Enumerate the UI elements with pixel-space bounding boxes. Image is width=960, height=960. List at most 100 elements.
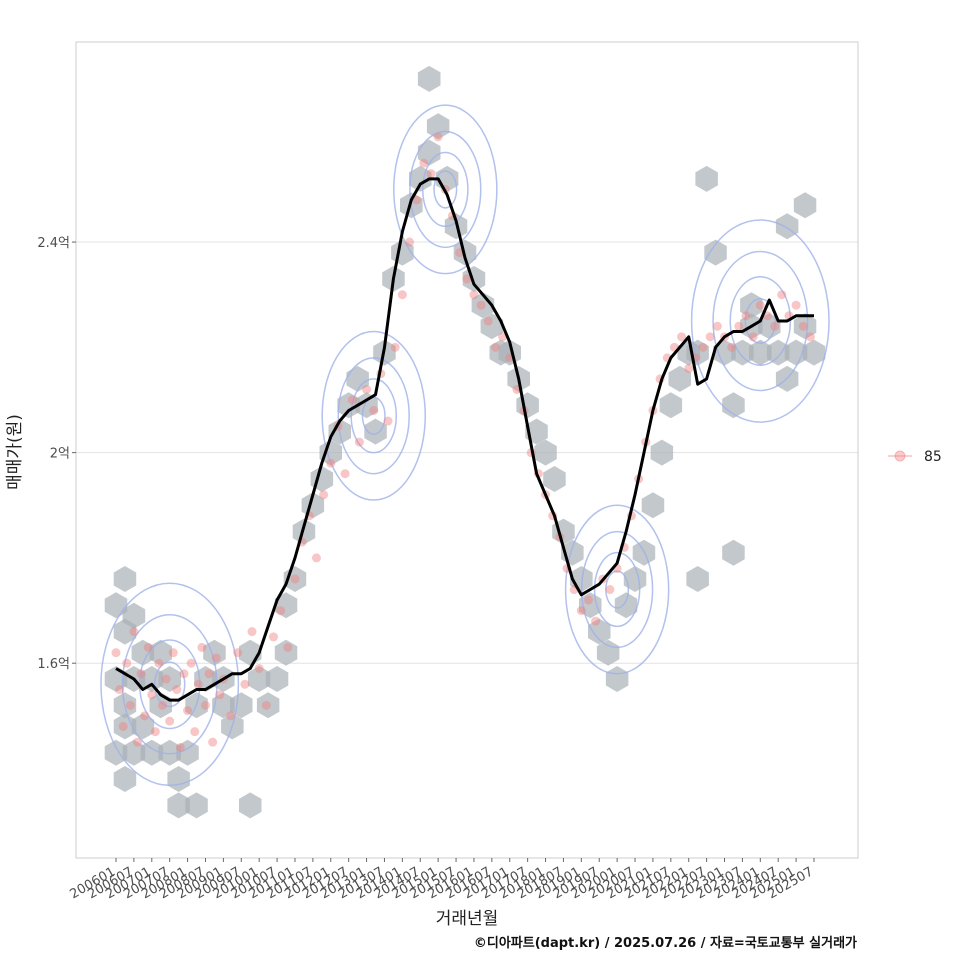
- scatter-point: [136, 669, 146, 679]
- hex-bin: [158, 739, 181, 766]
- y-axis: 1.6억 2억 2.4억: [37, 236, 76, 672]
- density-contour: [580, 530, 654, 649]
- hex-bin: [704, 239, 727, 266]
- scatter-point: [175, 742, 185, 752]
- hex-bin: [176, 739, 199, 766]
- scatter-point: [712, 321, 722, 331]
- legend: 85: [888, 449, 942, 465]
- scatter-point: [215, 690, 225, 700]
- scatter-point: [254, 663, 264, 673]
- scatter-point: [132, 737, 142, 747]
- scatter-point: [319, 490, 329, 500]
- hex-bin: [247, 666, 271, 692]
- x-axis-title: 거래년월: [436, 909, 499, 929]
- hex-bin: [596, 639, 620, 666]
- hex-bin: [140, 739, 164, 766]
- hex-bin: [749, 339, 772, 366]
- scatter-point: [143, 642, 153, 652]
- scatter-point: [211, 653, 221, 663]
- y-tick-label: 1.6억: [37, 657, 70, 672]
- hex-bin: [605, 666, 629, 692]
- scatter-point: [698, 342, 708, 352]
- hex-bin: [462, 265, 486, 292]
- hex-bin: [588, 618, 611, 645]
- hex-bin: [417, 139, 441, 166]
- panel-border: [75, 41, 859, 859]
- scatter-point: [362, 384, 372, 394]
- scatter-point: [290, 574, 300, 584]
- scatter-point: [118, 721, 128, 731]
- hex-bin: [668, 365, 691, 392]
- scatter-point: [483, 316, 493, 326]
- scatter-point: [469, 290, 479, 300]
- scatter-point: [798, 321, 808, 331]
- scatter-point: [261, 700, 271, 710]
- scatter-point: [122, 658, 132, 668]
- legend-key-point: [894, 450, 906, 462]
- scatter-point: [347, 395, 357, 405]
- hex-bin: [158, 666, 181, 692]
- hex-bin: [104, 739, 128, 766]
- scatter-point: [369, 406, 379, 416]
- scatter-point: [354, 437, 364, 447]
- caption: ©디아파트(dapt.kr) / 2025.07.26 / 자료=국토교통부 실…: [474, 935, 857, 951]
- scatter-point: [340, 469, 350, 479]
- series-line: [115, 177, 814, 702]
- scatter-point: [172, 685, 182, 695]
- scatter-point: [383, 416, 393, 426]
- density-contour: [153, 661, 186, 708]
- density-contour: [433, 170, 458, 209]
- hex-bin: [239, 792, 262, 819]
- scatter-point: [748, 332, 758, 342]
- hex-bin: [355, 392, 378, 419]
- hex-bin: [614, 592, 638, 619]
- scatter-point: [326, 458, 336, 468]
- scatter-point: [734, 321, 744, 331]
- hex-bin: [802, 339, 826, 366]
- scatter-point: [462, 274, 472, 284]
- scatter-point: [158, 700, 168, 710]
- scatter-point: [791, 300, 801, 310]
- hex-bin: [131, 639, 155, 666]
- hex-bin: [274, 592, 298, 619]
- hex-bin: [417, 65, 441, 92]
- density-contour: [729, 276, 792, 366]
- density-contour: [100, 582, 240, 787]
- plot-panel: [100, 65, 830, 819]
- hex-bin: [122, 602, 146, 629]
- hex-bin: [623, 566, 647, 592]
- density-contour: [422, 151, 469, 228]
- hex-bin: [793, 192, 817, 219]
- scatter-point: [583, 595, 593, 605]
- x-axis: 2006012006072007012007072008012008072009…: [68, 858, 816, 902]
- scatter-point: [755, 300, 765, 310]
- scatter-point: [200, 700, 210, 710]
- hex-bin: [122, 739, 146, 766]
- scatter-point: [397, 290, 407, 300]
- scatter-point: [179, 669, 189, 679]
- density-contour: [744, 298, 777, 344]
- scatter-point: [226, 711, 236, 721]
- scatter-point: [190, 727, 200, 737]
- hex-bin: [167, 792, 190, 819]
- y-axis-title: 매매가(원): [5, 414, 25, 490]
- hex-bin: [480, 313, 504, 340]
- scatter-point: [197, 642, 207, 652]
- scatter-point: [283, 642, 293, 652]
- scatter-point: [777, 290, 787, 300]
- hex-bin: [256, 692, 280, 719]
- hex-bin: [766, 339, 790, 366]
- density-contours: [100, 104, 830, 787]
- scatter-point: [268, 632, 278, 642]
- scatter-point: [204, 669, 214, 679]
- density-contour: [712, 250, 809, 392]
- density-contour: [564, 504, 670, 675]
- scatter-point: [476, 300, 486, 310]
- scatter-point: [741, 311, 751, 321]
- hex-bin: [686, 566, 709, 592]
- hex-bin: [265, 666, 289, 692]
- hex-bin: [426, 113, 450, 140]
- density-contour: [409, 130, 482, 249]
- hex-bin: [113, 713, 137, 740]
